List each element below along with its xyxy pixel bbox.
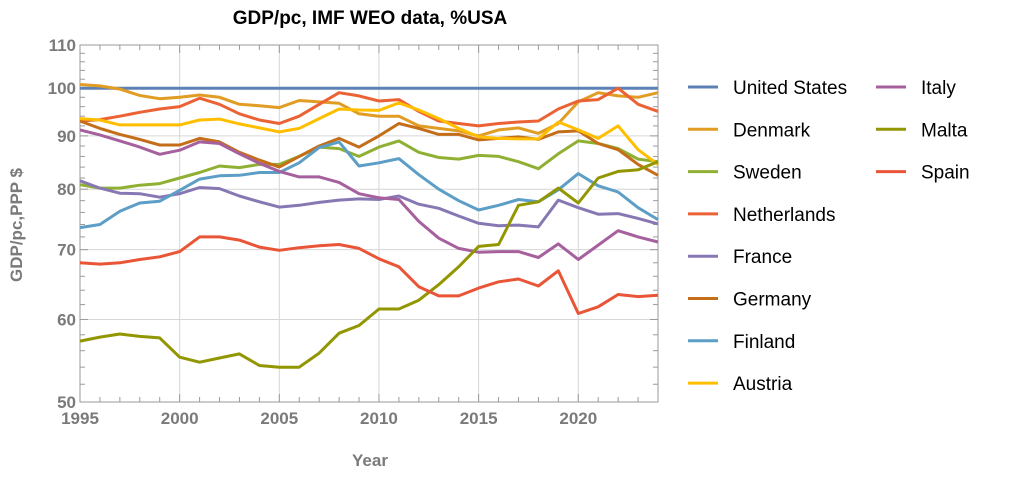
legend-label-france: France — [733, 247, 792, 268]
x-tick-label: 1995 — [61, 409, 99, 428]
legend: United States Denmark Sweden Netherlands Fra… — [688, 78, 970, 395]
x-tick-label: 2000 — [161, 409, 199, 428]
x-tick-label: 2010 — [360, 409, 398, 428]
x-tick-label: 2020 — [559, 409, 597, 428]
legend-label-sweden: Sweden — [733, 163, 802, 184]
x-axis-label: Year — [352, 451, 388, 470]
series-line-france — [79, 179, 659, 229]
legend-label-germany: Germany — [733, 290, 812, 311]
legend-label-spain: Spain — [921, 163, 970, 184]
series-line-sweden — [79, 139, 659, 190]
y-tick-label: 90 — [57, 127, 76, 146]
series-line-austria — [79, 101, 659, 166]
legend-label-netherlands: Netherlands — [733, 205, 835, 226]
y-tick-label: 110 — [49, 36, 76, 55]
axes: 1995 2000 2005 2010 2015 2020 50 60 70 80 90 100 110 — [48, 36, 659, 428]
legend-label-finland: Finland — [733, 332, 795, 353]
series-line-denmark — [79, 83, 659, 138]
series-lines — [79, 83, 659, 369]
series-line-italy — [79, 128, 659, 261]
y-axis-label: GDP/pc,PPP $ — [7, 167, 26, 282]
x-tick-label: 2005 — [260, 409, 298, 428]
y-tick-label: 60 — [57, 310, 76, 329]
series-line-germany — [79, 119, 659, 177]
legend-label-malta: Malta — [921, 120, 968, 141]
legend-label-united-states: United States — [733, 78, 847, 99]
series-line-netherlands — [79, 86, 659, 128]
legend-label-denmark: Denmark — [733, 120, 811, 141]
series-line-spain — [79, 235, 659, 315]
series-line-malta — [79, 160, 659, 369]
x-tick-label: 2015 — [460, 409, 498, 428]
y-tick-label: 80 — [57, 180, 76, 199]
legend-label-austria: Austria — [733, 374, 793, 395]
legend-label-italy: Italy — [921, 78, 956, 99]
y-tick-label: 100 — [48, 79, 76, 98]
chart-title: GDP/pc, IMF WEO data, %USA — [233, 8, 508, 29]
y-tick-label: 50 — [57, 393, 76, 412]
y-tick-label: 70 — [57, 241, 76, 260]
series-line-finland — [79, 140, 659, 230]
